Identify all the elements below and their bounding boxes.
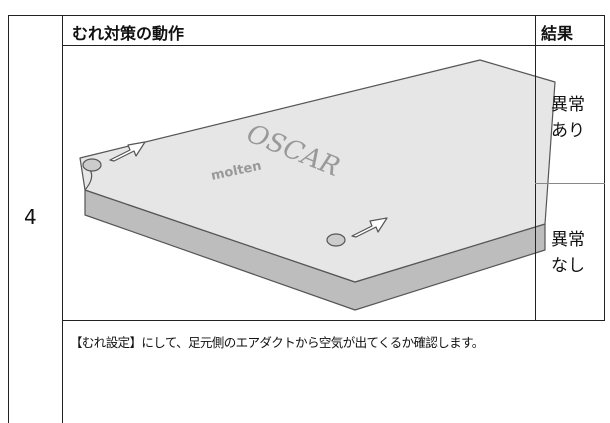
header-action: むれ対策の動作 — [72, 24, 185, 43]
result-line: 異常 — [551, 230, 585, 250]
header-result: 結果 — [541, 24, 574, 43]
row-number: 4 — [24, 205, 37, 229]
air-duct — [82, 158, 102, 172]
air-arrow — [109, 141, 146, 162]
border — [535, 183, 605, 184]
result-line: なし — [551, 256, 585, 276]
border — [604, 15, 605, 320]
note: 【むれ設定】にして、足元側のエアダクトから空気が出てくるか確認します。 — [70, 335, 484, 350]
border — [62, 45, 605, 46]
air-arrow — [351, 217, 388, 238]
border — [535, 15, 536, 320]
result: 異常 なし — [551, 227, 585, 279]
border — [8, 15, 605, 16]
air-duct — [326, 233, 346, 247]
result-line: 異常 — [551, 95, 585, 115]
border — [62, 320, 605, 321]
border — [8, 15, 9, 423]
result-line: あり — [551, 121, 585, 141]
result: 異常 あり — [551, 92, 585, 144]
border — [62, 15, 63, 423]
